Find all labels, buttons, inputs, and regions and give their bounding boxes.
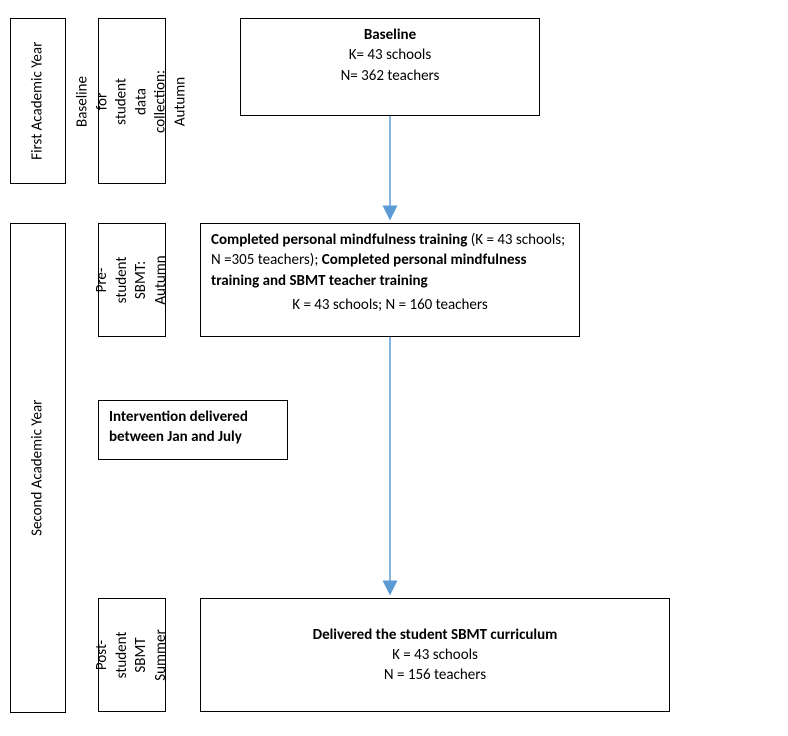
baseline-title: Baseline — [251, 25, 529, 45]
post-sbmt-label: Post-student SBMT Summer — [98, 598, 166, 712]
bc-line2: student data — [113, 68, 152, 134]
bc-line3: collection: Autumn — [152, 68, 191, 134]
year1-text: First Academic Year — [28, 42, 48, 160]
pre-line1: Pre-student — [93, 247, 132, 313]
delivered-box: Delivered the student SBMT curriculum K … — [200, 598, 670, 712]
post-line1: Post-student — [93, 622, 132, 688]
baseline-line3: N= 362 teachers — [251, 66, 529, 86]
year1-label: First Academic Year — [10, 18, 66, 184]
bc-line1: Baseline for — [74, 68, 113, 134]
delivered-line3: N = 156 teachers — [211, 665, 659, 685]
year2-label: Second Academic Year — [10, 223, 66, 713]
baseline-collection-label: Baseline for student data collection: Au… — [98, 18, 166, 184]
intervention-box: Intervention delivered between Jan and J… — [98, 400, 288, 460]
intv-line1: Intervention delivered — [109, 407, 277, 427]
completed-box: Completed personal mindfulness training … — [200, 223, 580, 337]
baseline-box: Baseline K= 43 schools N= 362 teachers — [240, 18, 540, 116]
pre-sbmt-label: Pre-student SBMT: Autumn — [98, 223, 166, 337]
year2-text: Second Academic Year — [28, 400, 48, 536]
delivered-title: Delivered the student SBMT curriculum — [211, 625, 659, 645]
intv-line2: between Jan and July — [109, 427, 277, 447]
pre-line2: SBMT: Autumn — [132, 247, 171, 313]
comp-seg3: K = 43 schools; N = 160 teachers — [211, 295, 569, 315]
post-line2: SBMT Summer — [132, 622, 171, 688]
delivered-line2: K = 43 schools — [211, 645, 659, 665]
completed-text: Completed personal mindfulness training … — [211, 230, 569, 291]
comp-seg1: Completed personal mindfulness training — [211, 231, 467, 249]
baseline-line2: K= 43 schools — [251, 45, 529, 65]
